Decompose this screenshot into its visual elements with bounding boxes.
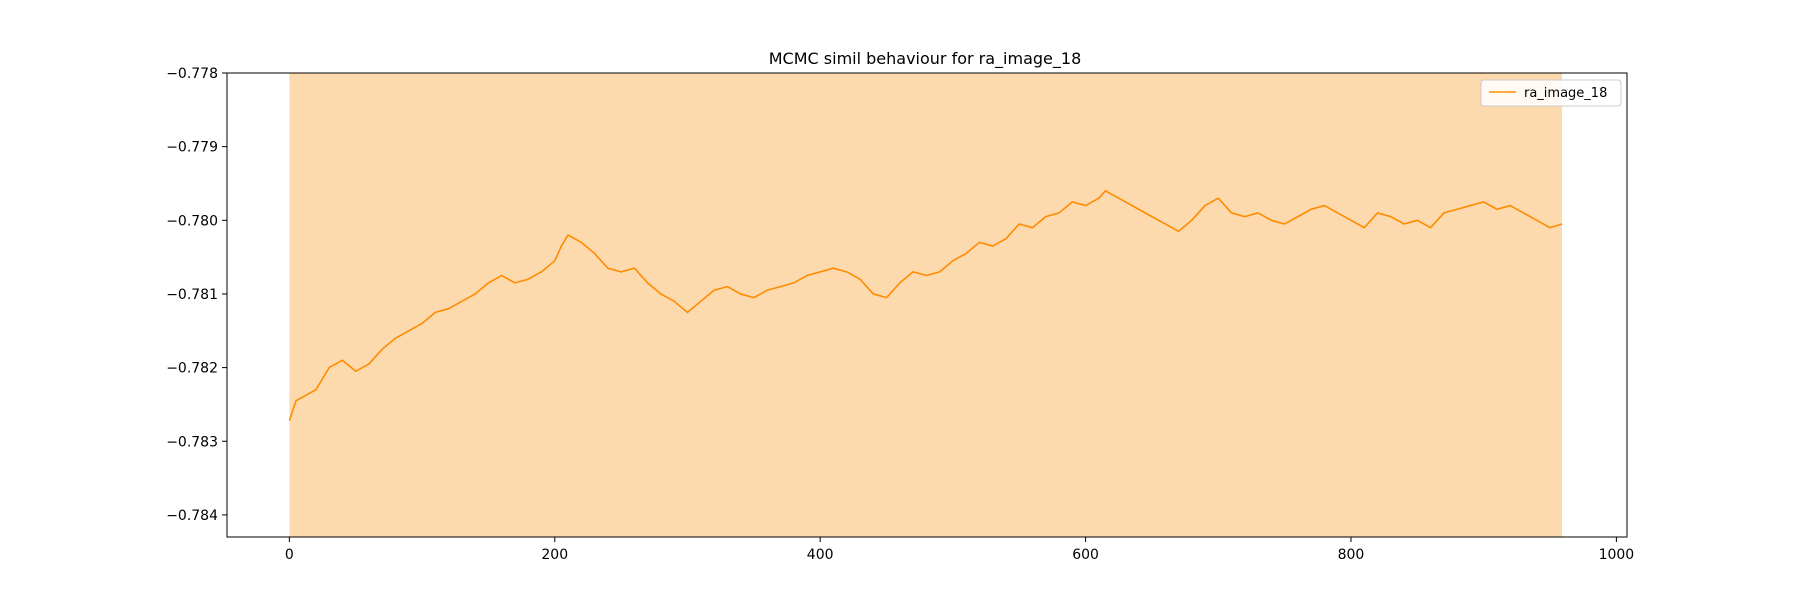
y-tick-label: −0.779	[166, 140, 218, 156]
y-tick-label: −0.782	[166, 361, 218, 377]
legend-label: ra_image_18	[1524, 86, 1607, 101]
legend: ra_image_18	[1480, 79, 1622, 107]
x-tick-label: 200	[541, 547, 568, 563]
x-tick-label: 0	[285, 547, 294, 563]
y-tick-label: −0.780	[166, 213, 218, 229]
axes-frame	[226, 72, 1628, 538]
x-tick-label: 800	[1338, 547, 1365, 563]
shaded-region	[289, 73, 1562, 537]
plot-area: 0 200 400 600 800 1000 −0.784 −0.783 −0.782 −0.78…	[166, 66, 1634, 563]
legend-box	[1480, 79, 1622, 107]
x-tick-label: 600	[1072, 547, 1099, 563]
y-tick-label: −0.783	[166, 434, 218, 450]
y-tick-label: −0.778	[166, 66, 218, 82]
y-tick-label: −0.781	[166, 287, 218, 303]
x-tick-label: 1000	[1599, 547, 1635, 563]
chart-title: MCMC simil behaviour for ra_image_18	[769, 49, 1082, 69]
y-tick-label: −0.784	[166, 508, 218, 524]
x-tick-label: 400	[807, 547, 834, 563]
series-line-0	[288, 190, 1563, 421]
